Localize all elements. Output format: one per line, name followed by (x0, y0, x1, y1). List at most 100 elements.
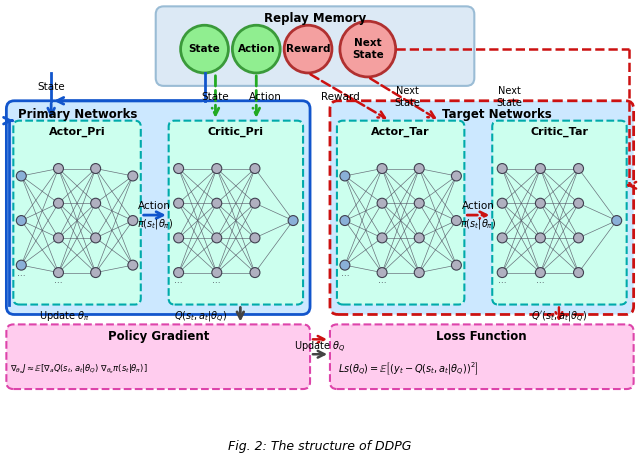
Circle shape (573, 198, 584, 208)
Circle shape (414, 198, 424, 208)
Text: $\pi(s_t|\theta_\pi)$: $\pi(s_t|\theta_\pi)$ (136, 217, 173, 231)
Text: Target Networks: Target Networks (442, 108, 552, 121)
Circle shape (451, 260, 461, 270)
Circle shape (54, 268, 63, 278)
Circle shape (128, 171, 138, 181)
Text: Actor_Tar: Actor_Tar (371, 127, 430, 137)
Text: Policy Gradient: Policy Gradient (108, 330, 209, 343)
Text: ...: ... (378, 276, 387, 285)
Text: State: State (37, 82, 65, 92)
Circle shape (180, 25, 228, 73)
Circle shape (212, 198, 222, 208)
Circle shape (212, 163, 222, 174)
Text: Replay Memory: Replay Memory (264, 12, 366, 25)
Circle shape (377, 163, 387, 174)
Circle shape (54, 198, 63, 208)
Circle shape (173, 233, 184, 243)
Circle shape (54, 233, 63, 243)
Text: $\pi(s_t|\theta_\pi)$: $\pi(s_t|\theta_\pi)$ (460, 217, 497, 231)
Text: Update $\theta_\pi$: Update $\theta_\pi$ (39, 309, 90, 324)
FancyBboxPatch shape (330, 325, 634, 389)
Circle shape (340, 216, 350, 225)
Circle shape (91, 268, 100, 278)
Text: Next
State: Next State (395, 86, 420, 107)
Circle shape (173, 198, 184, 208)
Text: $Q(s_t,a_t|\theta_Q)$: $Q(s_t,a_t|\theta_Q)$ (174, 309, 227, 324)
FancyBboxPatch shape (6, 325, 310, 389)
Text: Loss Function: Loss Function (436, 330, 527, 343)
Circle shape (128, 260, 138, 270)
Circle shape (573, 233, 584, 243)
FancyBboxPatch shape (13, 121, 141, 304)
FancyBboxPatch shape (156, 6, 474, 86)
Text: Action: Action (237, 44, 275, 54)
Circle shape (573, 268, 584, 278)
Circle shape (612, 216, 621, 225)
Text: State: State (202, 92, 229, 102)
Circle shape (414, 233, 424, 243)
Text: ...: ... (17, 269, 26, 278)
Circle shape (91, 198, 100, 208)
Circle shape (91, 163, 100, 174)
Circle shape (128, 216, 138, 225)
Circle shape (212, 268, 222, 278)
Circle shape (91, 233, 100, 243)
Circle shape (173, 163, 184, 174)
Circle shape (377, 268, 387, 278)
Circle shape (536, 233, 545, 243)
Text: Next
State: Next State (352, 38, 383, 60)
Text: Action: Action (249, 92, 282, 102)
Text: Critic_Tar: Critic_Tar (531, 127, 588, 137)
Circle shape (288, 216, 298, 225)
Circle shape (173, 268, 184, 278)
Text: Action: Action (138, 201, 171, 211)
Circle shape (340, 260, 350, 270)
Circle shape (377, 198, 387, 208)
Circle shape (377, 233, 387, 243)
Circle shape (250, 198, 260, 208)
Circle shape (17, 216, 26, 225)
Circle shape (536, 268, 545, 278)
FancyBboxPatch shape (337, 121, 465, 304)
Circle shape (497, 198, 507, 208)
Circle shape (414, 163, 424, 174)
Text: $\nabla_{\theta_\pi}J\approx\mathbb{E}[\nabla_a Q(s_t,a_t|\theta_Q)\ \nabla_{\th: $\nabla_{\theta_\pi}J\approx\mathbb{E}[\… (10, 362, 148, 376)
Text: Critic_Pri: Critic_Pri (208, 127, 264, 137)
FancyBboxPatch shape (330, 101, 634, 314)
Text: Reward: Reward (321, 92, 359, 102)
Circle shape (497, 163, 507, 174)
Text: Reward: Reward (286, 44, 330, 54)
Circle shape (54, 163, 63, 174)
Text: ...: ... (340, 269, 349, 278)
Text: $Ls(\theta_Q)=\mathbb{E}\left[(y_t-Q(s_t,a_t|\theta_Q))^2\right]$: $Ls(\theta_Q)=\mathbb{E}\left[(y_t-Q(s_t… (338, 361, 479, 377)
Text: Action: Action (462, 201, 495, 211)
Circle shape (17, 260, 26, 270)
Circle shape (536, 163, 545, 174)
Circle shape (232, 25, 280, 73)
Circle shape (497, 233, 507, 243)
Circle shape (250, 233, 260, 243)
Circle shape (212, 233, 222, 243)
FancyBboxPatch shape (6, 101, 310, 314)
Circle shape (284, 25, 332, 73)
Circle shape (17, 171, 26, 181)
Circle shape (451, 171, 461, 181)
Text: Fig. 2: The structure of DDPG: Fig. 2: The structure of DDPG (228, 440, 412, 453)
Circle shape (250, 268, 260, 278)
Circle shape (497, 268, 507, 278)
Circle shape (573, 163, 584, 174)
Text: Actor_Pri: Actor_Pri (49, 127, 106, 137)
Text: ...: ... (54, 276, 63, 285)
Circle shape (250, 163, 260, 174)
Circle shape (414, 268, 424, 278)
Text: ...: ... (498, 276, 506, 285)
Text: ...: ... (174, 276, 183, 285)
FancyBboxPatch shape (169, 121, 303, 304)
Text: ...: ... (536, 276, 545, 285)
Text: $Q'(s_t,a_t|\theta_Q)$: $Q'(s_t,a_t|\theta_Q)$ (531, 309, 587, 324)
Circle shape (536, 198, 545, 208)
FancyBboxPatch shape (492, 121, 627, 304)
Circle shape (340, 171, 350, 181)
Circle shape (451, 216, 461, 225)
Text: State: State (189, 44, 220, 54)
